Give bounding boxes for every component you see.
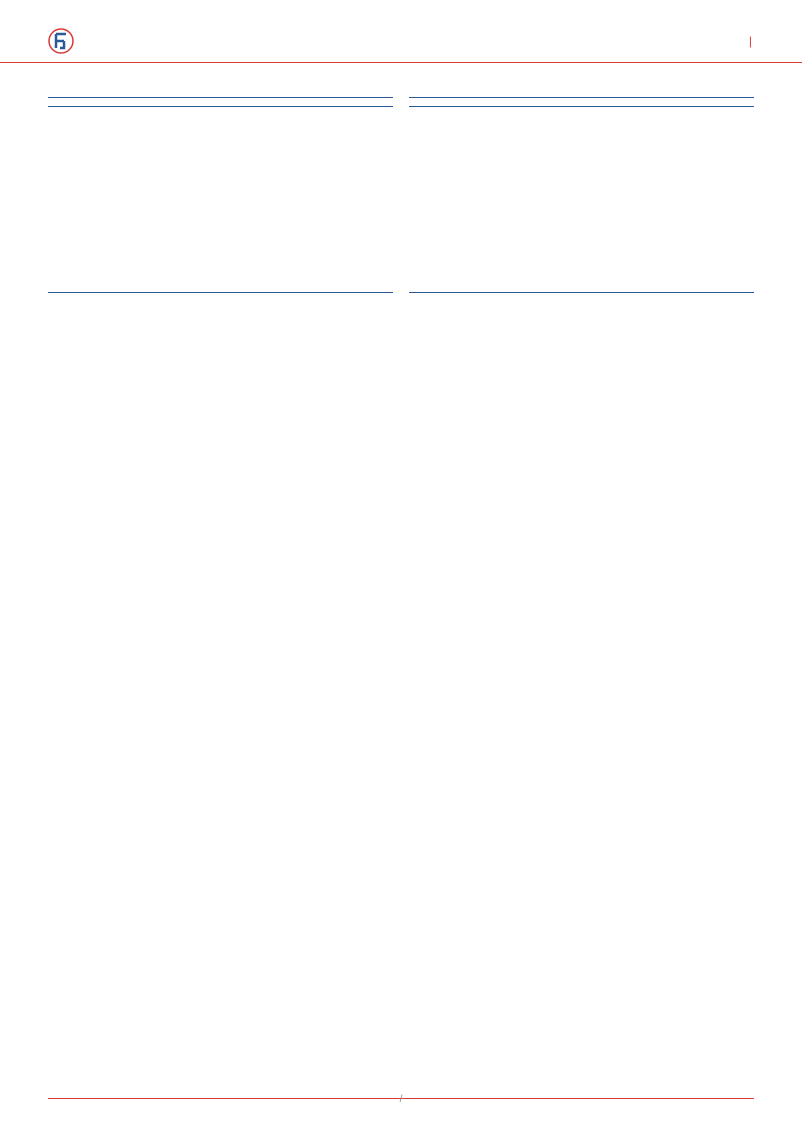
footer-page: / xyxy=(400,1094,403,1105)
page-header: | xyxy=(0,0,802,63)
chart3-canvas xyxy=(48,113,393,293)
chart4-block xyxy=(409,97,754,301)
page-content xyxy=(0,63,802,301)
logo xyxy=(48,28,80,54)
charts-row xyxy=(48,97,754,301)
header-breadcrumb: | xyxy=(747,34,754,48)
chart3-block xyxy=(48,97,393,301)
chart3-title xyxy=(48,97,393,107)
chart4-source xyxy=(409,293,754,301)
chart4-canvas xyxy=(409,113,754,293)
page-footer: / xyxy=(48,1098,754,1105)
logo-icon xyxy=(48,28,74,54)
chart4-title xyxy=(409,97,754,107)
chart3-source xyxy=(48,293,393,301)
